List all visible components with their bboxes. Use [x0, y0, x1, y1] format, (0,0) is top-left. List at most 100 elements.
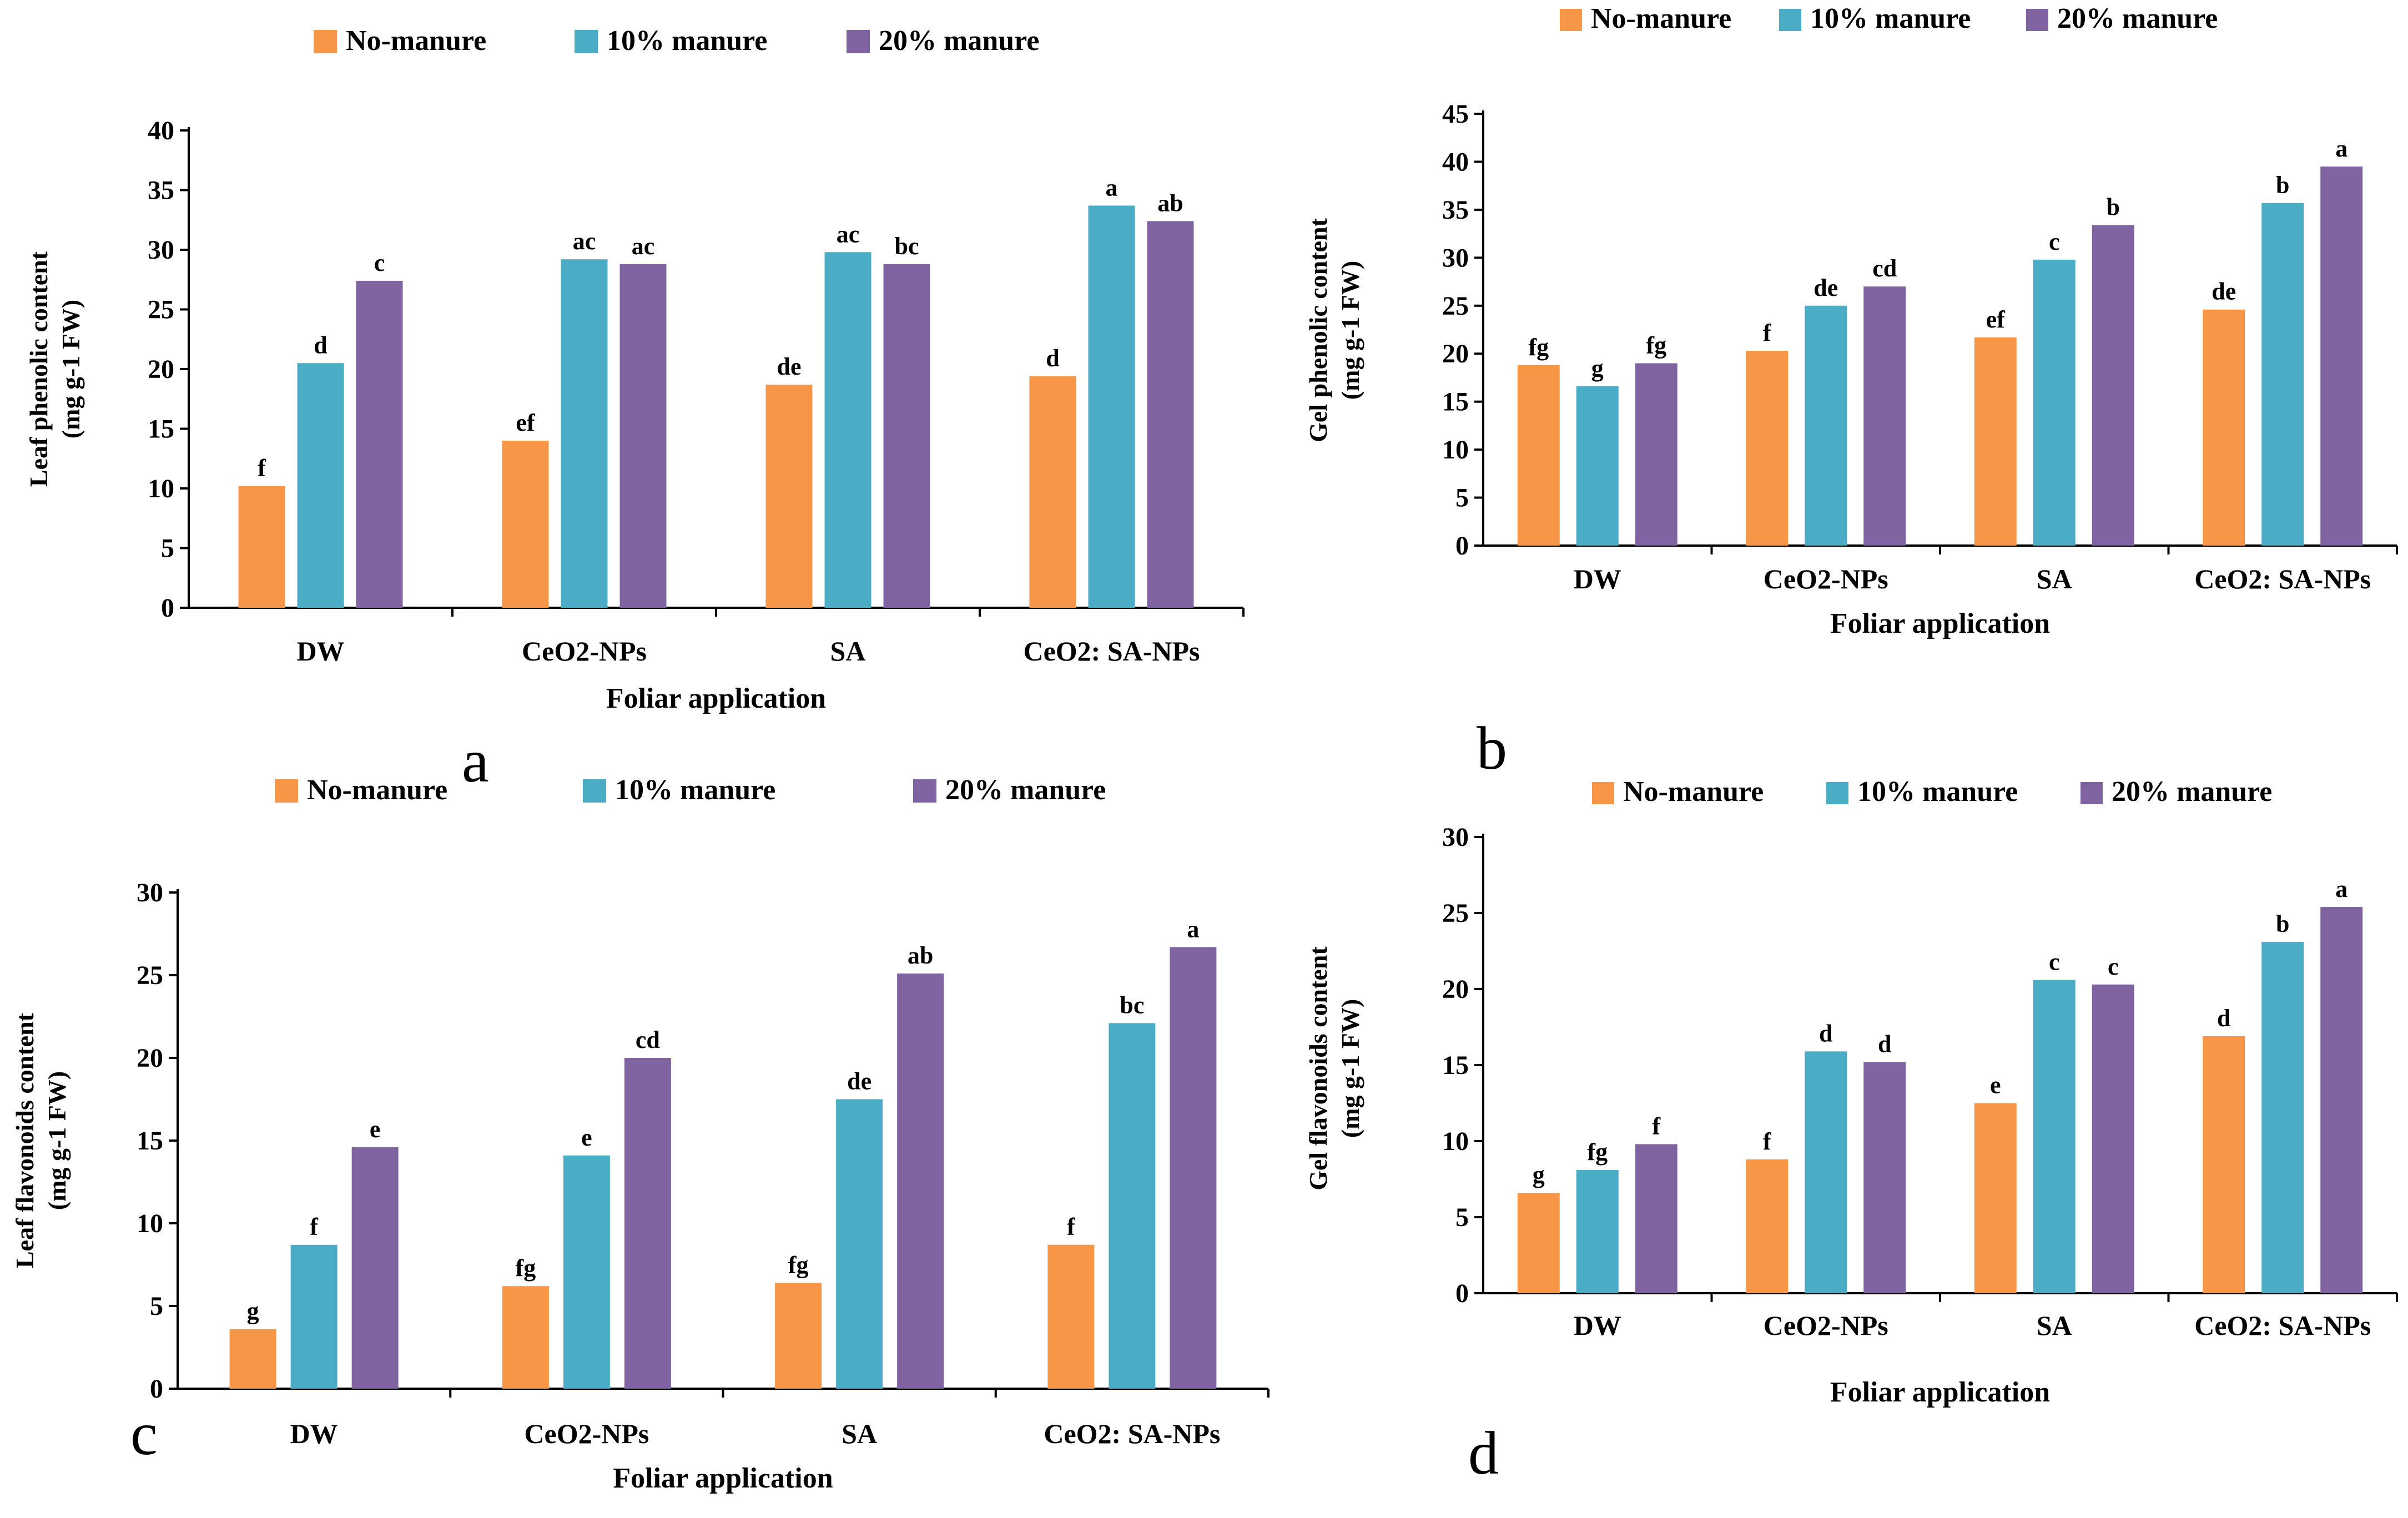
x-category-label: SA — [842, 1418, 877, 1449]
significance-label: b — [2276, 172, 2289, 199]
bar-10-manure — [1805, 1051, 1847, 1293]
chart-panel-d: 0 5 10 15 20 25 30 DW g fg f CeO2-NPs f d d SA e c c CeO2: … — [1304, 776, 2398, 1487]
x-category-label: CeO2-NPs — [1764, 1310, 1888, 1341]
significance-label: fg — [1587, 1138, 1608, 1166]
significance-label: d — [1046, 345, 1059, 372]
bar-10-manure — [1576, 1170, 1619, 1293]
y-tick-label: 5 — [1455, 1203, 1469, 1232]
bar-no-manure — [1029, 376, 1076, 608]
x-category-label: CeO2: SA-NPs — [1023, 636, 1200, 667]
significance-label: bc — [895, 233, 919, 260]
significance-label: e — [370, 1116, 381, 1143]
bar-10-manure — [824, 252, 871, 608]
bar-20-manure — [624, 1058, 671, 1389]
significance-label: d — [1819, 1020, 1832, 1047]
significance-label: d — [314, 331, 327, 359]
bar-10-manure — [2033, 259, 2075, 546]
y-axis-title: Leaf phenolic content (mg g-1 FW) — [24, 251, 85, 487]
significance-label: ab — [1157, 189, 1183, 216]
significance-label: f — [1763, 319, 1772, 346]
bar-20-manure — [1635, 1144, 1677, 1293]
y-tick-label: 20 — [148, 355, 174, 384]
significance-label: f — [258, 455, 266, 482]
x-category-label: SA — [2037, 1310, 2072, 1341]
significance-label: fg — [1646, 332, 1666, 359]
y-tick-label: 25 — [1442, 899, 1469, 928]
y-tick-label: 40 — [148, 116, 174, 145]
legend: No-manure 10% manure 20% manure — [314, 25, 1039, 57]
legend-label: No-manure — [1623, 776, 1764, 808]
significance-label: cd — [1872, 255, 1897, 282]
significance-label: fg — [788, 1251, 809, 1278]
significance-label: g — [247, 1298, 259, 1325]
legend-swatch — [583, 779, 606, 803]
significance-label: fg — [1528, 334, 1549, 361]
legend-label: 20% manure — [879, 25, 1039, 57]
bar-20-manure — [1170, 947, 1217, 1389]
x-category-label: CeO2-NPs — [522, 636, 647, 667]
x-category-label: CeO2-NPs — [524, 1418, 649, 1449]
significance-label: a — [2335, 875, 2347, 902]
legend-label: No-manure — [307, 774, 447, 806]
significance-label: c — [2049, 228, 2060, 255]
y-tick-label: 45 — [1442, 99, 1469, 129]
significance-label: g — [1591, 355, 1604, 382]
bar-no-manure — [502, 1286, 549, 1389]
legend: No-manure 10% manure 20% manure — [1592, 776, 2272, 808]
y-axis-title: Leaf flavonoids content (mg g-1 FW) — [11, 1012, 71, 1268]
panel-letter: a — [462, 727, 489, 795]
y-tick-label: 30 — [148, 235, 174, 265]
significance-label: f — [1763, 1128, 1772, 1155]
bar-10-manure — [290, 1244, 337, 1389]
bar-10-manure — [1576, 386, 1619, 546]
x-category-label: CeO2: SA-NPs — [1044, 1418, 1220, 1449]
y-tick-label: 10 — [137, 1209, 163, 1238]
bar-no-manure — [1974, 337, 2017, 546]
bar-10-manure — [561, 259, 608, 608]
y-axis-title: Gel phenolic content (mg g-1 FW) — [1304, 218, 1364, 442]
significance-label: a — [1187, 915, 1199, 942]
bar-20-manure — [356, 280, 403, 608]
y-tick-label: 5 — [1455, 483, 1469, 513]
significance-label: de — [1813, 274, 1838, 301]
bar-20-manure — [2092, 225, 2134, 546]
significance-label: ab — [908, 942, 933, 969]
significance-label: a — [1106, 174, 1118, 201]
x-category-label: CeO2: SA-NPs — [2194, 1310, 2371, 1341]
bar-20-manure — [351, 1147, 399, 1389]
significance-label: fg — [516, 1254, 536, 1282]
legend: No-manure 10% manure 20% manure — [1560, 3, 2218, 34]
y-tick-label: 25 — [1442, 291, 1469, 321]
x-axis-title: Foliar application — [1830, 1376, 2050, 1408]
legend-swatch — [2080, 782, 2103, 804]
x-category-label: DW — [1574, 563, 1621, 594]
y-tick-label: 35 — [148, 176, 174, 205]
bar-20-manure — [897, 974, 944, 1389]
chart-panel-a: 0 5 10 15 20 25 30 35 40 DW f d c CeO2-NPs ef ac ac SA de a… — [24, 25, 1245, 795]
bar-10-manure — [2261, 942, 2304, 1293]
y-tick-label: 15 — [1442, 387, 1469, 417]
bar-no-manure — [1746, 1159, 1789, 1293]
y-tick-label: 10 — [148, 474, 174, 503]
legend-swatch — [2026, 9, 2048, 31]
y-tick-label: 10 — [1442, 435, 1469, 465]
legend-swatch — [575, 30, 598, 53]
y-tick-label: 15 — [148, 415, 174, 444]
legend-label: 10% manure — [607, 25, 767, 57]
significance-label: de — [847, 1068, 871, 1095]
y-tick-label: 25 — [137, 961, 163, 990]
legend-label: 20% manure — [2057, 3, 2218, 34]
bar-10-manure — [2261, 203, 2304, 546]
bar-no-manure — [2203, 309, 2245, 546]
significance-label: d — [2217, 1005, 2230, 1032]
x-category-label: DW — [1574, 1310, 1621, 1341]
legend-label: 20% manure — [2112, 776, 2272, 808]
bar-no-manure — [1047, 1244, 1095, 1389]
legend-label: 10% manure — [615, 774, 775, 806]
x-axis-title: Foliar application — [613, 1462, 833, 1494]
significance-label: cd — [636, 1026, 660, 1053]
bar-10-manure — [563, 1155, 610, 1389]
bar-20-manure — [883, 264, 930, 608]
bar-20-manure — [2320, 907, 2363, 1293]
bar-no-manure — [775, 1283, 822, 1389]
